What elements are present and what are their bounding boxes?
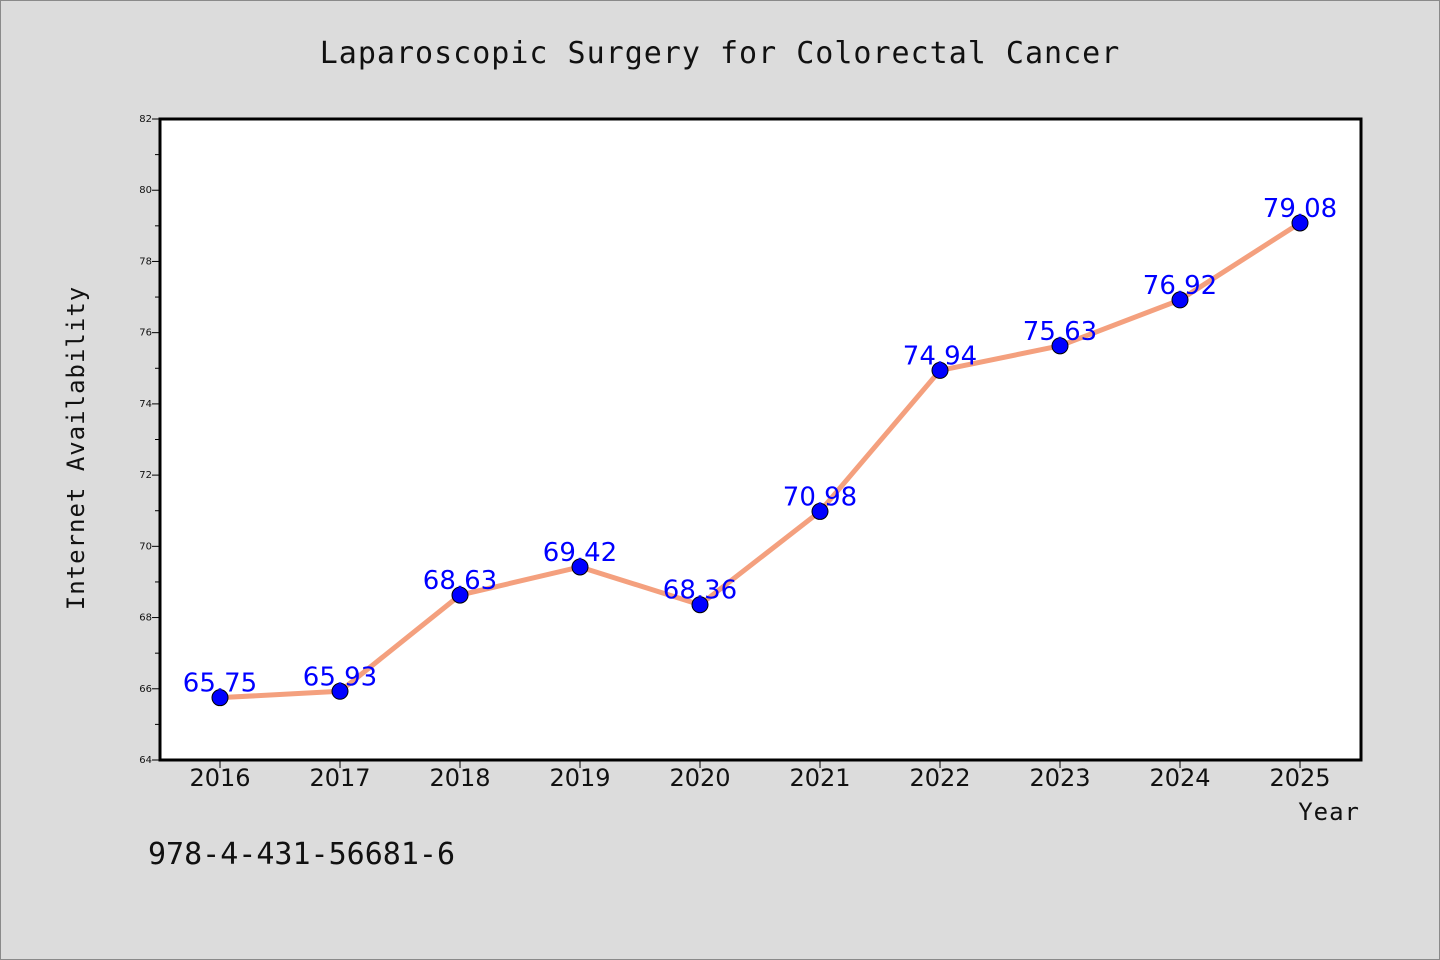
chart-title: Laparoscopic Surgery for Colorectal Canc… <box>320 36 1121 71</box>
x-tick-label: 2022 <box>909 764 970 792</box>
data-point <box>451 586 469 604</box>
x-tick-label: 2025 <box>1269 764 1330 792</box>
data-label: 65.93 <box>303 662 377 692</box>
y-tick-label: 74 <box>139 399 152 410</box>
data-label: 68.36 <box>663 576 737 606</box>
data-point <box>811 502 829 520</box>
data-label: 76.92 <box>1143 271 1217 301</box>
data-point <box>1171 291 1189 309</box>
y-tick-label: 80 <box>139 185 152 196</box>
data-point <box>211 689 229 707</box>
data-point <box>1291 214 1309 232</box>
footer-code: 978-4-431-56681-6 <box>148 837 455 872</box>
y-tick-label: 76 <box>139 328 152 339</box>
x-tick-label: 2020 <box>669 764 730 792</box>
y-axis: 64 66 68 70 72 74 76 78 80 82 <box>139 114 160 766</box>
y-axis-label: Internet Availability <box>62 286 90 610</box>
data-label: 65.75 <box>183 669 257 699</box>
y-tick-label: 68 <box>139 613 152 624</box>
data-labels: 65.75 65.93 68.63 69.42 68.36 70.98 74.94 75.63… <box>183 194 1337 699</box>
data-point <box>691 596 709 614</box>
x-tick-label: 2017 <box>309 764 370 792</box>
series-polyline <box>217 220 1303 701</box>
x-tick-label: 2023 <box>1029 764 1090 792</box>
x-tick-label: 2016 <box>189 764 250 792</box>
x-axis-label: Year <box>1298 798 1360 826</box>
x-tick-label: 2019 <box>549 764 610 792</box>
data-label: 79.08 <box>1263 194 1337 224</box>
y-tick-label: 70 <box>139 541 152 552</box>
x-axis: 2016 2017 2018 2019 2020 2021 2022 2023 2024 2025 <box>189 760 1331 792</box>
data-label: 75.63 <box>1023 317 1097 347</box>
series-line <box>217 220 1303 701</box>
data-label: 69.42 <box>543 538 617 568</box>
x-tick-label: 2018 <box>429 764 490 792</box>
series-markers <box>211 214 1309 707</box>
data-point <box>571 558 589 576</box>
data-point <box>331 682 349 700</box>
y-tick-label: 82 <box>139 114 152 125</box>
x-tick-label: 2024 <box>1149 764 1210 792</box>
data-point <box>1051 337 1069 355</box>
data-point <box>931 361 949 379</box>
plot-area <box>158 117 1363 762</box>
data-label: 74.94 <box>903 341 977 371</box>
y-tick-label: 72 <box>139 470 152 481</box>
y-tick-label: 78 <box>139 256 152 267</box>
data-label: 70.98 <box>783 482 857 512</box>
y-tick-label: 64 <box>139 755 152 766</box>
y-tick-label: 66 <box>139 684 152 695</box>
x-tick-label: 2021 <box>789 764 850 792</box>
data-label: 68.63 <box>423 566 497 596</box>
